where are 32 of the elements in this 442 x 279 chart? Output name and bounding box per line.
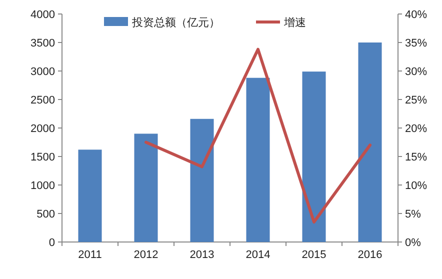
legend-label: 投资总额（亿元） <box>131 16 220 29</box>
legend-label: 增速 <box>283 16 306 29</box>
y-tick-label: 1000 <box>30 180 55 192</box>
y2-tick-label: 15% <box>405 152 428 164</box>
x-tick-label: 2012 <box>134 249 158 261</box>
y2-tick-label: 0% <box>405 237 422 249</box>
x-tick-label: 2016 <box>358 249 382 261</box>
bar <box>302 72 326 242</box>
y-tick-label: 0 <box>48 237 55 249</box>
y2-tick-label: 30% <box>405 66 428 78</box>
bar <box>246 78 270 242</box>
x-tick-label: 2011 <box>78 249 102 261</box>
x-tick-label: 2014 <box>246 249 270 261</box>
y-tick-label: 2000 <box>30 123 55 135</box>
y-tick-label: 3000 <box>30 66 55 78</box>
y2-tick-label: 5% <box>405 208 422 220</box>
y-tick-label: 2500 <box>30 94 55 106</box>
bar <box>78 150 102 242</box>
y-tick-label: 3500 <box>30 38 55 50</box>
y-tick-label: 500 <box>36 208 55 220</box>
y2-tick-label: 25% <box>405 94 428 106</box>
bar <box>190 118 214 242</box>
bar <box>134 134 158 242</box>
y2-tick-label: 10% <box>405 180 428 192</box>
y2-tick-label: 20% <box>405 123 428 135</box>
x-tick-label: 2015 <box>302 249 326 261</box>
bar <box>358 42 382 242</box>
y-tick-label: 1500 <box>30 152 55 164</box>
y2-tick-label: 35% <box>405 38 428 50</box>
x-tick-label: 2013 <box>190 249 214 261</box>
y2-tick-label: 40% <box>405 9 428 21</box>
y-tick-label: 4000 <box>30 9 55 21</box>
